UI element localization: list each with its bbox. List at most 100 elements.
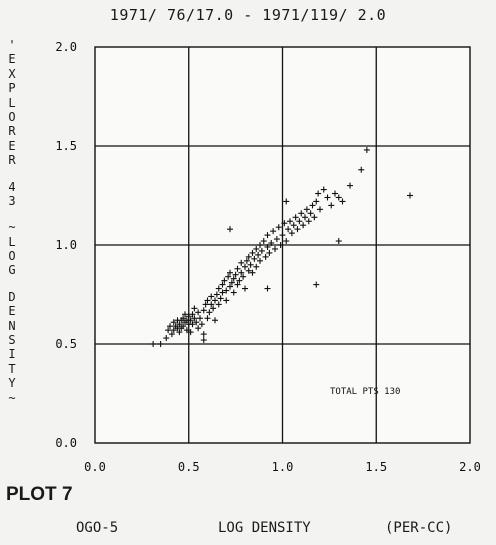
data-points: [150, 146, 413, 347]
data-point: [249, 249, 256, 256]
data-point: [200, 307, 207, 314]
data-point: [247, 261, 254, 268]
data-point: [238, 259, 245, 266]
data-point: [257, 257, 263, 264]
data-point: [180, 323, 187, 330]
data-point: [307, 210, 314, 217]
data-point: [283, 198, 290, 205]
data-point: [347, 182, 353, 189]
data-point: [212, 297, 218, 304]
y-tick-label: 1.0: [55, 238, 77, 252]
data-point: [195, 309, 202, 316]
data-point: [238, 269, 245, 276]
data-point: [332, 190, 338, 197]
y-tick-label: 0.0: [55, 436, 77, 450]
data-point: [204, 297, 211, 304]
data-point: [232, 271, 239, 278]
data-point: [163, 335, 170, 342]
data-point: [300, 222, 307, 229]
data-point: [200, 331, 207, 338]
data-point: [234, 265, 241, 272]
data-point: [292, 214, 299, 221]
data-point: [245, 267, 252, 274]
data-point: [185, 313, 192, 320]
data-point: [170, 327, 177, 334]
data-point: [296, 218, 303, 225]
data-point: [242, 263, 248, 270]
data-point: [242, 285, 248, 292]
data-point: [210, 305, 217, 312]
data-point: [227, 283, 233, 290]
data-point: [266, 249, 273, 256]
x-axis-label: LOG DENSITY: [218, 520, 311, 536]
data-point: [228, 279, 235, 286]
data-point: [320, 186, 327, 193]
data-point: [311, 214, 318, 221]
data-point: [305, 218, 312, 225]
data-point: [279, 232, 286, 239]
data-point: [227, 226, 233, 233]
data-point: [150, 341, 157, 347]
chart-title: 1971/ 76/17.0 - 1971/119/ 2.0: [109, 6, 387, 24]
data-point: [313, 198, 320, 205]
data-point: [208, 293, 215, 300]
data-point: [298, 210, 305, 217]
data-point: [313, 281, 320, 288]
y-tick-label: 2.0: [55, 40, 77, 54]
data-point: [240, 273, 247, 280]
data-point: [225, 273, 232, 280]
data-point: [264, 232, 271, 239]
data-point: [253, 263, 260, 270]
data-point: [168, 331, 175, 338]
data-point: [270, 228, 277, 235]
data-point: [167, 323, 173, 330]
data-point: [230, 275, 237, 282]
data-point: [272, 245, 278, 252]
data-point: [198, 321, 205, 328]
data-point: [215, 301, 222, 308]
plot-number-label: PLOT 7: [6, 484, 73, 505]
data-point: [215, 285, 222, 292]
data-point: [170, 319, 177, 326]
data-point: [317, 206, 323, 213]
data-point: [262, 253, 269, 260]
data-point: [195, 325, 202, 332]
data-point: [281, 220, 288, 227]
data-point: [219, 281, 226, 288]
x-tick-label: 1.5: [365, 460, 387, 474]
data-point: [208, 301, 215, 308]
data-point: [257, 242, 263, 248]
data-point: [197, 315, 203, 322]
data-point: [204, 315, 211, 322]
data-point: [302, 214, 308, 221]
x-tick-label: 2.0: [459, 460, 481, 474]
data-point: [182, 311, 188, 318]
data-point: [407, 192, 413, 199]
data-point: [213, 291, 220, 298]
data-point: [189, 311, 196, 318]
data-point: [183, 327, 190, 334]
x-tick-label: 0.0: [84, 460, 106, 474]
data-point: [249, 269, 256, 276]
x-tick-label: 0.5: [178, 460, 200, 474]
data-point: [189, 321, 196, 328]
data-point: [335, 194, 342, 201]
data-point: [358, 166, 365, 173]
data-point: [243, 257, 250, 264]
data-point: [206, 309, 213, 316]
data-point: [328, 202, 335, 209]
data-point: [294, 226, 301, 233]
data-point: [187, 317, 194, 324]
data-point: [223, 297, 230, 304]
data-point: [165, 327, 172, 334]
data-point: [288, 230, 295, 237]
data-point: [264, 243, 271, 250]
data-point: [191, 305, 198, 312]
data-point: [283, 238, 290, 245]
data-point: [219, 289, 226, 296]
data-point: [264, 285, 271, 292]
data-point: [339, 198, 346, 205]
data-point: [285, 226, 292, 233]
data-point: [335, 238, 342, 245]
